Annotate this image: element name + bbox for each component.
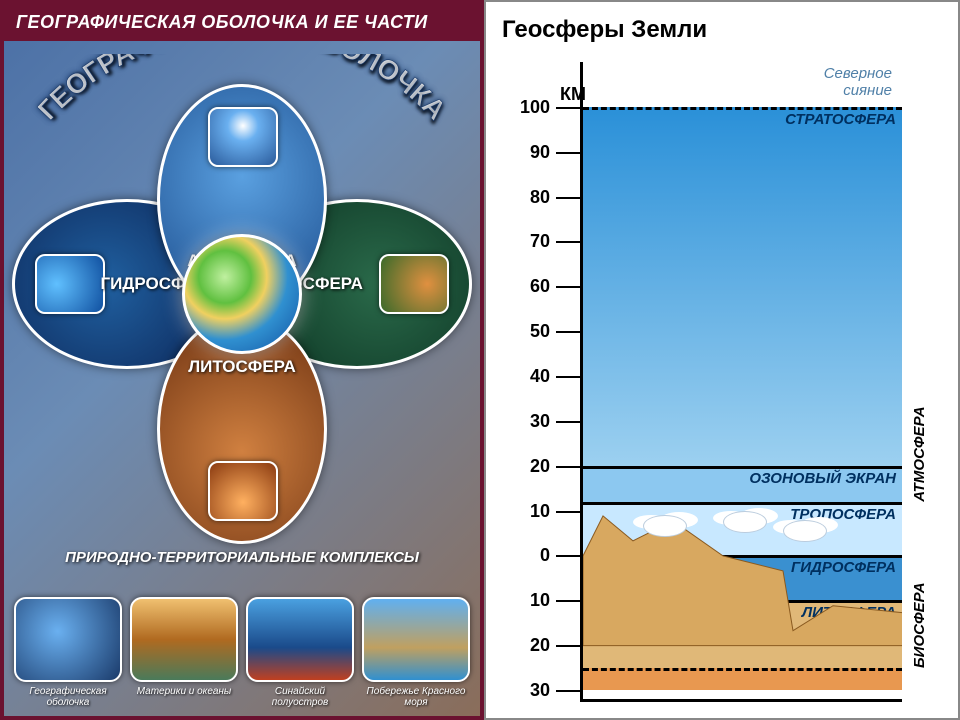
- ytick: 80: [502, 187, 550, 208]
- right-chart-panel: Геосферы Земли СТРАТОСФЕРА ОЗОНОВЫЙ ЭКРАН…: [484, 0, 960, 720]
- ytick-mark: [556, 241, 580, 243]
- thumb-2: [246, 597, 354, 682]
- ytick: 70: [502, 231, 550, 252]
- layer-label: ОЗОНОВЫЙ ЭКРАН: [749, 470, 896, 487]
- ytick: 90: [502, 142, 550, 163]
- thumb-item: Географическая оболочка: [14, 597, 122, 708]
- ytick: 10: [502, 590, 550, 611]
- ytick: 0: [502, 545, 550, 566]
- ytick: 50: [502, 321, 550, 342]
- ytick: 10: [502, 501, 550, 522]
- ytick-mark: [556, 555, 580, 557]
- thumb-cap-3: Побережье Красного моря: [362, 686, 470, 708]
- left-infographic-panel: ГЕОГРАФИЧЕСКАЯ ОБОЛОЧКА И ЕЕ ЧАСТИ ГЕОГР…: [0, 0, 484, 720]
- ytick: 100: [502, 97, 550, 118]
- ytick-mark: [556, 376, 580, 378]
- left-title-bar: ГЕОГРАФИЧЕСКАЯ ОБОЛОЧКА И ЕЕ ЧАСТИ: [4, 4, 480, 41]
- cloud-icon: [723, 511, 767, 533]
- thumbs-row: Географическая оболочка Материки и океан…: [4, 597, 480, 708]
- axis-unit-label: КМ: [560, 84, 586, 105]
- side-label-атмосфера: АТМОСФЕРА: [911, 107, 928, 502]
- ytick: 20: [502, 635, 550, 656]
- side-label-биосфера: БИОСФЕРА: [911, 502, 928, 668]
- globe-icon: [182, 234, 302, 354]
- ytick-mark: [556, 197, 580, 199]
- cloud-icon: [783, 520, 827, 542]
- ytick: 30: [502, 680, 550, 701]
- ytick-mark: [556, 645, 580, 647]
- thumb-item: Побережье Красного моря: [362, 597, 470, 708]
- ytick-mark: [556, 421, 580, 423]
- ytick-mark: [556, 511, 580, 513]
- right-title: Геосферы Земли: [486, 12, 958, 54]
- biosphere-thumb: [379, 254, 449, 314]
- thumb-item: Синайский полуостров: [246, 597, 354, 708]
- ytick: 20: [502, 456, 550, 477]
- petal-diagram: ГИДРОСФЕРА БИОСФЕРА АТМОСФЕРА ЛИТОСФЕРА: [32, 104, 452, 524]
- ytick: 40: [502, 366, 550, 387]
- thumb-cap-0: Географическая оболочка: [14, 686, 122, 708]
- ptk-label: ПРИРОДНО-ТЕРРИТОРИАЛЬНЫЕ КОМПЛЕКСЫ: [4, 549, 480, 566]
- atmosphere-thumb: [208, 107, 278, 167]
- lithosphere-thumb: [208, 461, 278, 521]
- geospheres-chart: СТРАТОСФЕРАОЗОНОВЫЙ ЭКРАНТРОПОСФЕРАГИДРО…: [502, 62, 942, 702]
- layer-mantle: [583, 668, 902, 690]
- layer-divider: [583, 107, 902, 110]
- ytick-mark: [556, 690, 580, 692]
- petal-label-bottom: ЛИТОСФЕРА: [188, 357, 296, 377]
- thumb-cap-1: Материки и океаны: [130, 686, 238, 697]
- ytick-mark: [556, 152, 580, 154]
- ytick-mark: [556, 600, 580, 602]
- thumb-item: Материки и океаны: [130, 597, 238, 708]
- thumb-cap-2: Синайский полуостров: [246, 686, 354, 708]
- thumb-3: [362, 597, 470, 682]
- thumb-0: [14, 597, 122, 682]
- ytick-mark: [556, 286, 580, 288]
- plot-area: СТРАТОСФЕРАОЗОНОВЫЙ ЭКРАНТРОПОСФЕРАГИДРО…: [580, 62, 902, 702]
- hydrosphere-thumb: [35, 254, 105, 314]
- layer-divider: [583, 668, 902, 671]
- layer-стратосфера: [583, 107, 902, 466]
- thumb-1: [130, 597, 238, 682]
- layer-divider: [583, 466, 902, 469]
- cloud-icon: [643, 515, 687, 537]
- ytick: 60: [502, 276, 550, 297]
- ytick-mark: [556, 466, 580, 468]
- ytick-mark: [556, 331, 580, 333]
- aurora-label: Северноесияние: [824, 66, 892, 99]
- ytick-mark: [556, 107, 580, 109]
- layer-label: СТРАТОСФЕРА: [785, 111, 896, 128]
- ytick: 30: [502, 411, 550, 432]
